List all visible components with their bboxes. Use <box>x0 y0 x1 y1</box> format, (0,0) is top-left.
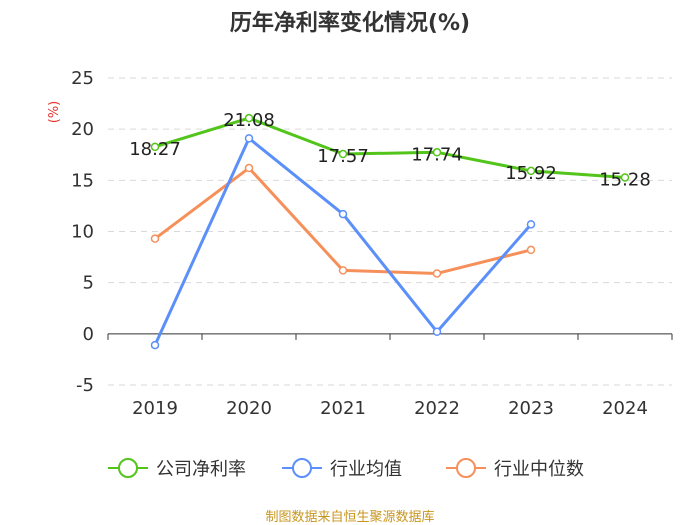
data-point <box>150 234 160 243</box>
legend-label: 行业中位数 <box>494 459 584 480</box>
x-tick-label: 2024 <box>602 398 648 419</box>
chart-title: 历年净利率变化情况(%) <box>230 10 470 36</box>
y-tick-label: 25 <box>71 68 94 89</box>
data-point <box>244 134 254 143</box>
data-point <box>244 113 254 123</box>
data-point <box>526 220 536 229</box>
x-tick-label: 2023 <box>508 398 554 419</box>
data-label: 21.08 <box>223 110 275 131</box>
y-tick-label: 0 <box>83 324 94 345</box>
data-point <box>338 149 348 159</box>
legend-label: 公司净利率 <box>156 459 246 480</box>
data-point <box>150 142 160 152</box>
x-axis-ticks: 2019 2020 2021 2022 2023 2024 <box>132 398 648 419</box>
y-tick-label: 5 <box>83 273 94 294</box>
data-point <box>620 173 630 182</box>
y-tick-label: 10 <box>71 222 94 243</box>
data-point <box>432 148 442 157</box>
data-point <box>244 163 254 173</box>
data-label: 15.92 <box>505 163 557 184</box>
data-point <box>338 209 348 219</box>
data-point <box>526 245 536 255</box>
x-axis <box>107 333 673 340</box>
data-point <box>150 340 160 350</box>
x-tick-label: 2021 <box>320 398 366 419</box>
grid-lines <box>108 77 672 386</box>
series-lines <box>150 113 630 350</box>
data-label: 18.27 <box>129 139 181 160</box>
legend-marker <box>456 458 476 478</box>
data-label: 15.28 <box>599 169 651 190</box>
y-tick-label: 20 <box>71 119 94 140</box>
y-axis-label: (%) <box>47 101 62 124</box>
series-line <box>154 116 626 179</box>
x-tick-label: 2019 <box>132 398 178 419</box>
source-note: 制图数据来自恒生聚源数据库 <box>265 509 434 525</box>
data-point <box>338 266 348 275</box>
data-point <box>432 327 442 337</box>
y-tick-label: 15 <box>71 170 94 191</box>
legend-marker <box>118 458 138 478</box>
legend: 公司净利率 行业均值 行业中位数 <box>108 458 584 480</box>
y-tick-label: -5 <box>76 375 94 396</box>
x-tick-label: 2020 <box>226 398 272 419</box>
data-label: 17.57 <box>317 146 369 167</box>
series-line <box>153 136 533 346</box>
data-point <box>432 269 442 278</box>
data-label: 17.74 <box>411 144 463 165</box>
data-labels: 18.27 21.08 17.57 17.74 15.92 15.28 <box>129 110 651 190</box>
legend-marker <box>292 458 312 478</box>
legend-label: 行业均值 <box>330 459 402 480</box>
data-point <box>526 166 536 176</box>
y-axis-ticks: -5 0 5 10 15 20 25 <box>71 68 94 396</box>
x-tick-label: 2022 <box>414 398 460 419</box>
